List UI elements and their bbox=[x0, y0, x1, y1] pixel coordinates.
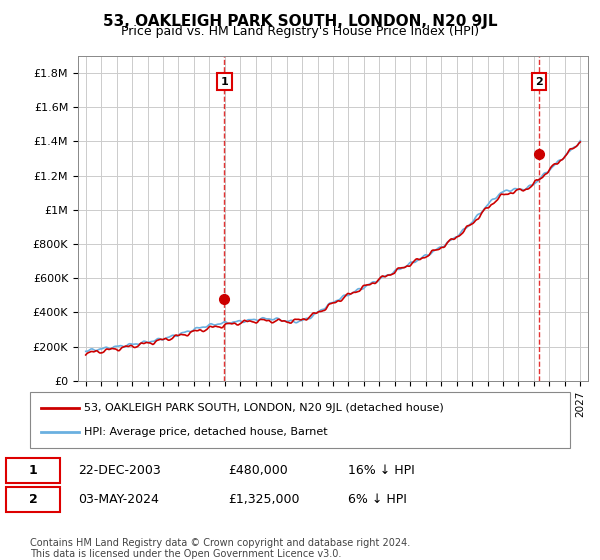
Text: 53, OAKLEIGH PARK SOUTH, LONDON, N20 9JL: 53, OAKLEIGH PARK SOUTH, LONDON, N20 9JL bbox=[103, 14, 497, 29]
FancyBboxPatch shape bbox=[6, 487, 60, 512]
Text: £1,325,000: £1,325,000 bbox=[228, 493, 299, 506]
Text: 2: 2 bbox=[535, 77, 543, 87]
Text: 03-MAY-2024: 03-MAY-2024 bbox=[78, 493, 159, 506]
Text: 16% ↓ HPI: 16% ↓ HPI bbox=[348, 464, 415, 477]
Text: HPI: Average price, detached house, Barnet: HPI: Average price, detached house, Barn… bbox=[84, 427, 328, 437]
Text: 6% ↓ HPI: 6% ↓ HPI bbox=[348, 493, 407, 506]
Text: £480,000: £480,000 bbox=[228, 464, 288, 477]
Text: 1: 1 bbox=[220, 77, 228, 87]
Text: 2: 2 bbox=[29, 493, 37, 506]
Text: 53, OAKLEIGH PARK SOUTH, LONDON, N20 9JL (detached house): 53, OAKLEIGH PARK SOUTH, LONDON, N20 9JL… bbox=[84, 403, 444, 413]
FancyBboxPatch shape bbox=[30, 392, 570, 448]
Text: 22-DEC-2003: 22-DEC-2003 bbox=[78, 464, 161, 477]
Text: 1: 1 bbox=[29, 464, 37, 477]
Text: Price paid vs. HM Land Registry's House Price Index (HPI): Price paid vs. HM Land Registry's House … bbox=[121, 25, 479, 38]
Text: Contains HM Land Registry data © Crown copyright and database right 2024.
This d: Contains HM Land Registry data © Crown c… bbox=[30, 538, 410, 559]
FancyBboxPatch shape bbox=[6, 458, 60, 483]
